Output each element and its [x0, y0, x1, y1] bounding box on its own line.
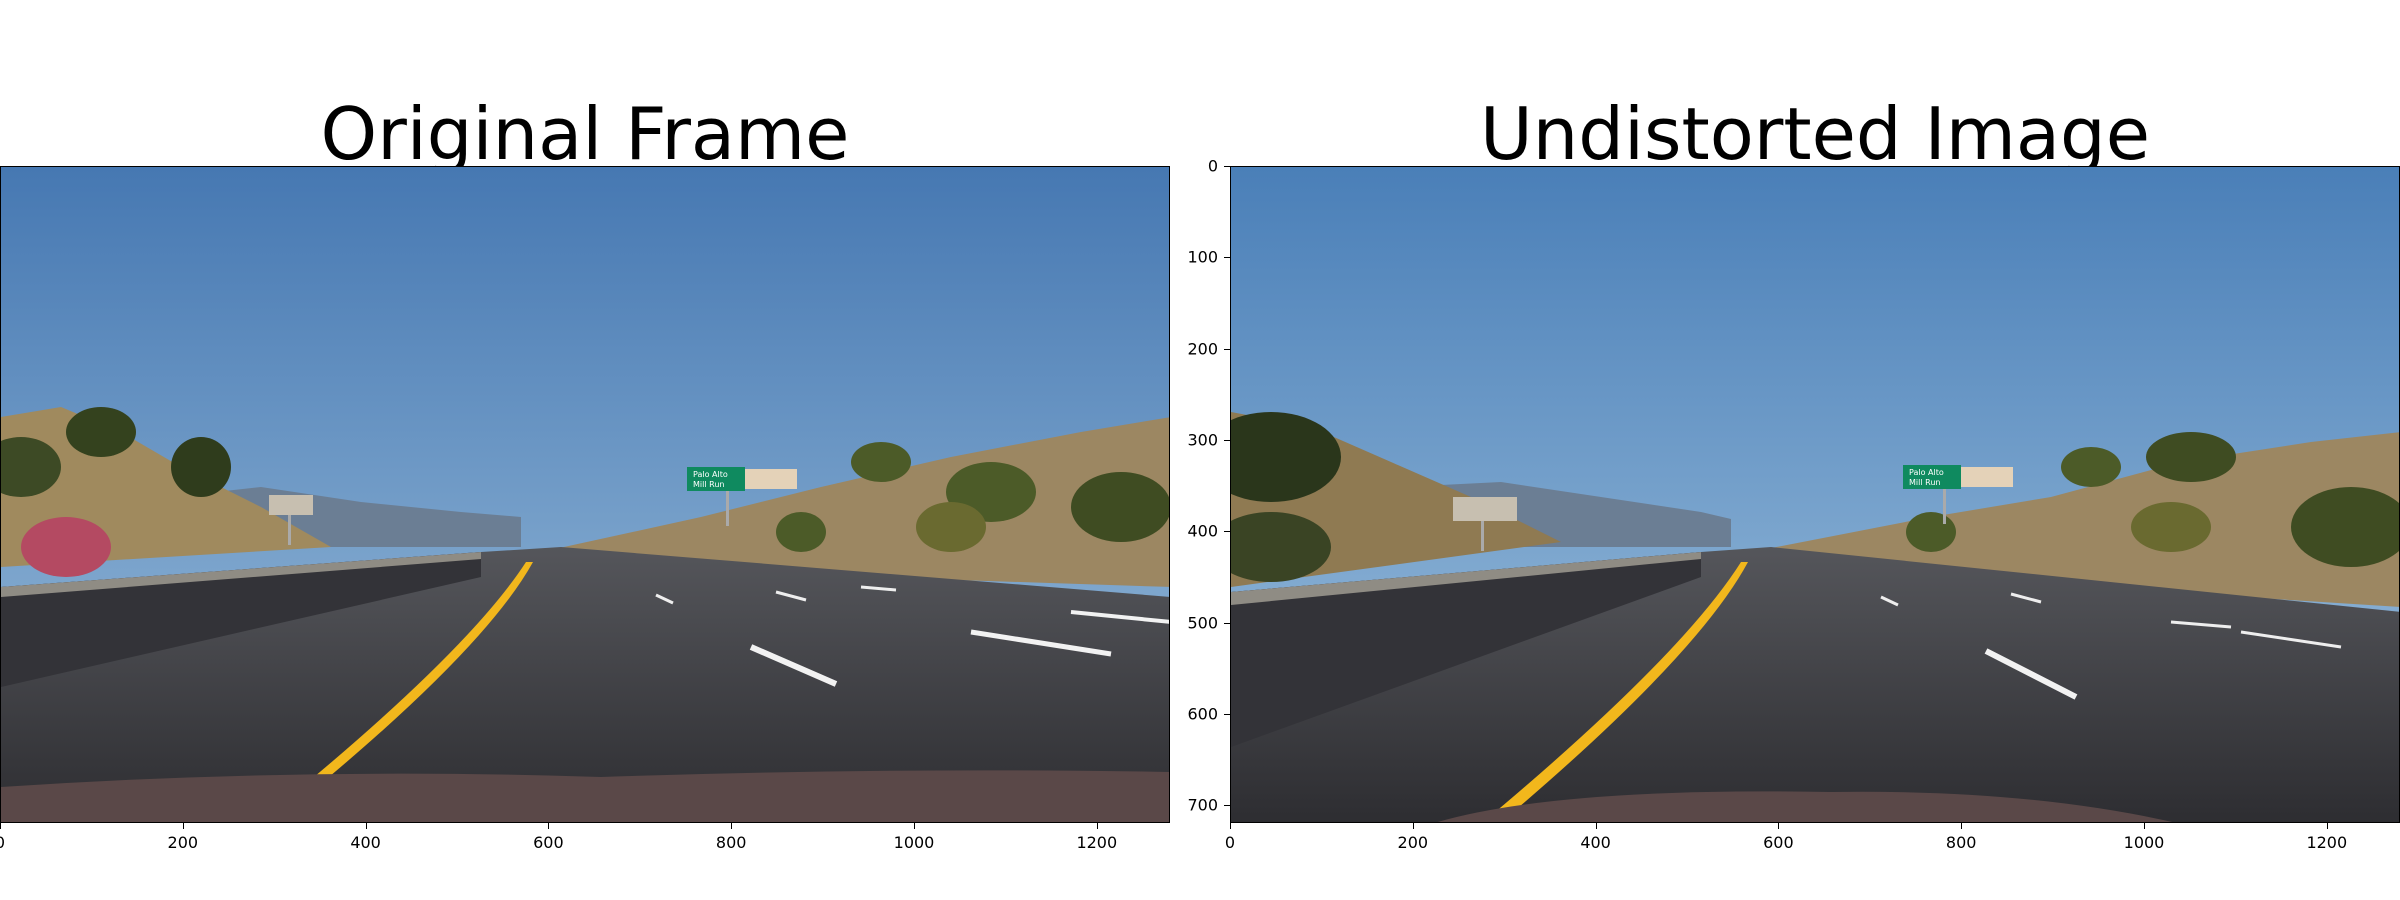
road-scene-image: Palo Alto Mill Run: [1, 167, 1169, 822]
original-frame-panel: Original Frame: [0, 92, 1170, 863]
y-tick-label: 700: [1187, 795, 1218, 815]
x-tick-label: 1200: [1076, 833, 1118, 852]
highway-sign: [687, 467, 745, 491]
y-tick-label: 400: [1187, 521, 1218, 541]
x-tick-label: 400: [350, 833, 381, 852]
x-tick-label: 1000: [893, 833, 935, 852]
x-tick-label: 800: [1945, 833, 1977, 852]
concrete-barrier: [1231, 552, 1701, 747]
x-tick-label: 1200: [2306, 833, 2348, 852]
panel-title: Undistorted Image: [1479, 92, 2151, 176]
road-scene-image: Palo Alto Mill Run: [1231, 167, 2399, 822]
x-tick-label: 200: [1397, 833, 1429, 852]
highway-sign: [1903, 465, 1961, 489]
undistorted-image: Palo Alto Mill Run: [1230, 166, 2400, 823]
original-frame-image: Palo Alto Mill Run: [0, 166, 1170, 823]
svg-text:Mill Run: Mill Run: [693, 480, 724, 489]
y-tick-label: 0: [1207, 156, 1218, 176]
x-tick-label: 800: [715, 833, 747, 852]
y-tick-label: 300: [1187, 430, 1218, 450]
y-tick-label: 500: [1187, 613, 1218, 632]
x-tick-label: 400: [1580, 833, 1611, 852]
undistorted-image-panel: Undistorted Image: [1187, 0, 2400, 900]
x-tick-label: 0: [1224, 833, 1236, 852]
y-tick-label: 200: [1187, 339, 1218, 359]
svg-text:Mill Run: Mill Run: [1909, 478, 1940, 487]
right-hillside: [541, 417, 1169, 587]
x-tick-label: 600: [1763, 833, 1794, 852]
x-tick-label: 0: [0, 833, 5, 852]
svg-text:Palo Alto: Palo Alto: [693, 470, 728, 479]
panel-title: Original Frame: [320, 92, 850, 176]
y-axis: 0 100 200 300 400 500 600 700: [1170, 157, 1230, 823]
car-hood: [1, 770, 1169, 822]
svg-text:Palo Alto: Palo Alto: [1909, 468, 1944, 477]
x-tick-label: 600: [533, 833, 564, 852]
x-axis: 0 200 400 600 800 1000 1200: [0, 823, 1170, 863]
y-tick-label: 100: [1187, 247, 1218, 267]
x-axis: 0 200 400 600 800 1000 1200: [1225, 823, 2400, 863]
x-tick-label: 200: [167, 833, 199, 852]
x-tick-label: 1000: [2123, 833, 2165, 852]
car-hood: [1437, 791, 2173, 822]
y-tick-label: 600: [1187, 704, 1218, 724]
